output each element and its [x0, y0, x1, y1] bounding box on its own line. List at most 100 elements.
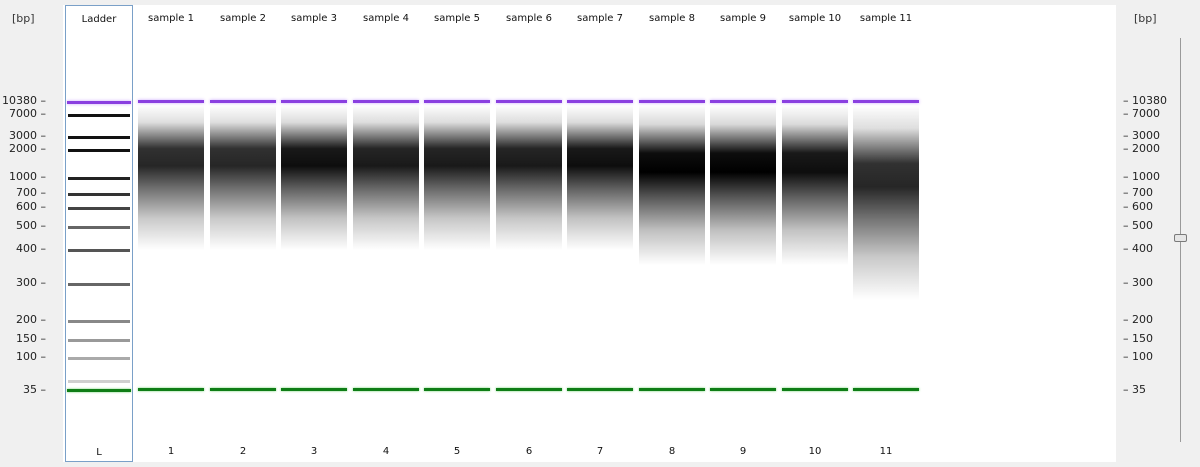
ladder-band: [68, 193, 130, 196]
sample-lane[interactable]: sample 8 8: [638, 5, 706, 462]
lane-number: 1: [167, 446, 175, 457]
sample-lane[interactable]: sample 1 1: [137, 5, 205, 462]
ladder-lane[interactable]: Ladder L: [65, 5, 133, 462]
sample-smear: [424, 105, 490, 250]
lane-label: sample 3: [291, 13, 337, 24]
sample-lane[interactable]: sample 10 10: [781, 5, 849, 462]
lane-number: 3: [310, 446, 318, 457]
sample-lane[interactable]: sample 11 11: [852, 5, 920, 462]
lower-marker-band: [138, 388, 204, 391]
lower-marker-band: [210, 388, 276, 391]
lane-label: sample 9: [720, 13, 766, 24]
ladder-band: [68, 149, 130, 152]
lane-number: 10: [808, 446, 822, 457]
left-axis-tick: 100 –: [16, 350, 46, 363]
upper-marker-band: [853, 100, 919, 103]
lower-marker-band: [353, 388, 419, 391]
left-axis-tick: 200 –: [16, 313, 46, 326]
left-axis-tick: 150 –: [16, 332, 46, 345]
lane-number: 11: [879, 446, 893, 457]
zoom-slider-handle[interactable]: [1174, 234, 1187, 242]
right-axis-tick: – 300: [1123, 276, 1153, 289]
lane-label: sample 4: [363, 13, 409, 24]
sample-smear: [353, 105, 419, 250]
ladder-band: [68, 226, 130, 229]
upper-marker-band: [67, 101, 131, 104]
right-axis-title: [bp]: [1134, 12, 1157, 25]
sample-lane[interactable]: sample 6 6: [495, 5, 563, 462]
lane-label: sample 1: [148, 13, 194, 24]
lane-label: sample 7: [577, 13, 623, 24]
upper-marker-band: [281, 100, 347, 103]
lower-marker-band: [67, 389, 131, 392]
ladder-band: [68, 207, 130, 210]
right-axis-tick: – 200: [1123, 313, 1153, 326]
sample-smear: [710, 105, 776, 265]
right-axis-tick: – 700: [1123, 186, 1153, 199]
sample-lane[interactable]: sample 2 2: [209, 5, 277, 462]
lane-label: sample 10: [788, 13, 842, 24]
lower-marker-band: [853, 388, 919, 391]
upper-marker-band: [710, 100, 776, 103]
lane-number: 9: [739, 446, 747, 457]
sample-lane[interactable]: sample 7 7: [566, 5, 634, 462]
right-axis-tick: – 100: [1123, 350, 1153, 363]
right-axis-tick: – 150: [1123, 332, 1153, 345]
upper-marker-band: [210, 100, 276, 103]
left-axis-tick: 300 –: [16, 276, 46, 289]
lane-label: sample 6: [506, 13, 552, 24]
lower-marker-band: [281, 388, 347, 391]
right-axis-tick: – 1000: [1123, 170, 1160, 183]
ladder-band: [68, 249, 130, 252]
sample-lane[interactable]: sample 5 5: [423, 5, 491, 462]
ladder-band: [68, 177, 130, 180]
left-axis-tick: 3000 –: [9, 129, 46, 142]
sample-smear: [639, 105, 705, 265]
lower-marker-band: [782, 388, 848, 391]
left-axis-tick: 35 –: [23, 383, 46, 396]
upper-marker-band: [639, 100, 705, 103]
left-axis-tick: 600 –: [16, 200, 46, 213]
lane-number: L: [96, 447, 102, 458]
right-axis-tick: – 7000: [1123, 107, 1160, 120]
left-axis-tick: 1000 –: [9, 170, 46, 183]
lane-label: sample 11: [859, 13, 913, 24]
ladder-band: [68, 320, 130, 323]
lane-label: sample 8: [649, 13, 695, 24]
ladder-band: [68, 339, 130, 342]
ladder-band: [68, 114, 130, 117]
left-axis-tick: 700 –: [16, 186, 46, 199]
right-axis-tick: – 3000: [1123, 129, 1160, 142]
sample-lane[interactable]: sample 4 4: [352, 5, 420, 462]
ladder-band: [68, 136, 130, 139]
upper-marker-band: [353, 100, 419, 103]
sample-lane[interactable]: sample 9 9: [709, 5, 777, 462]
lane-label: Ladder: [81, 14, 117, 25]
lane-number: 5: [453, 446, 461, 457]
sample-lane[interactable]: sample 3 3: [280, 5, 348, 462]
left-axis-tick: 2000 –: [9, 142, 46, 155]
right-axis-tick: – 500: [1123, 219, 1153, 232]
right-axis-tick: – 600: [1123, 200, 1153, 213]
sample-smear: [138, 105, 204, 250]
left-axis-tick: 7000 –: [9, 107, 46, 120]
right-axis-tick: – 10380: [1123, 94, 1167, 107]
lane-number: 8: [668, 446, 676, 457]
ladder-band: [68, 283, 130, 286]
left-axis-title: [bp]: [12, 12, 35, 25]
upper-marker-band: [138, 100, 204, 103]
lower-marker-band: [710, 388, 776, 391]
lane-label: sample 2: [220, 13, 266, 24]
lane-number: 4: [382, 446, 390, 457]
sample-smear: [281, 105, 347, 250]
lane-label: sample 5: [434, 13, 480, 24]
upper-marker-band: [782, 100, 848, 103]
lane-number: 6: [525, 446, 533, 457]
ladder-band: [68, 357, 130, 360]
upper-marker-band: [567, 100, 633, 103]
lower-marker-band: [639, 388, 705, 391]
left-axis-tick: 400 –: [16, 242, 46, 255]
right-axis-tick: – 2000: [1123, 142, 1160, 155]
sample-smear: [496, 105, 562, 250]
right-axis-tick: – 400: [1123, 242, 1153, 255]
